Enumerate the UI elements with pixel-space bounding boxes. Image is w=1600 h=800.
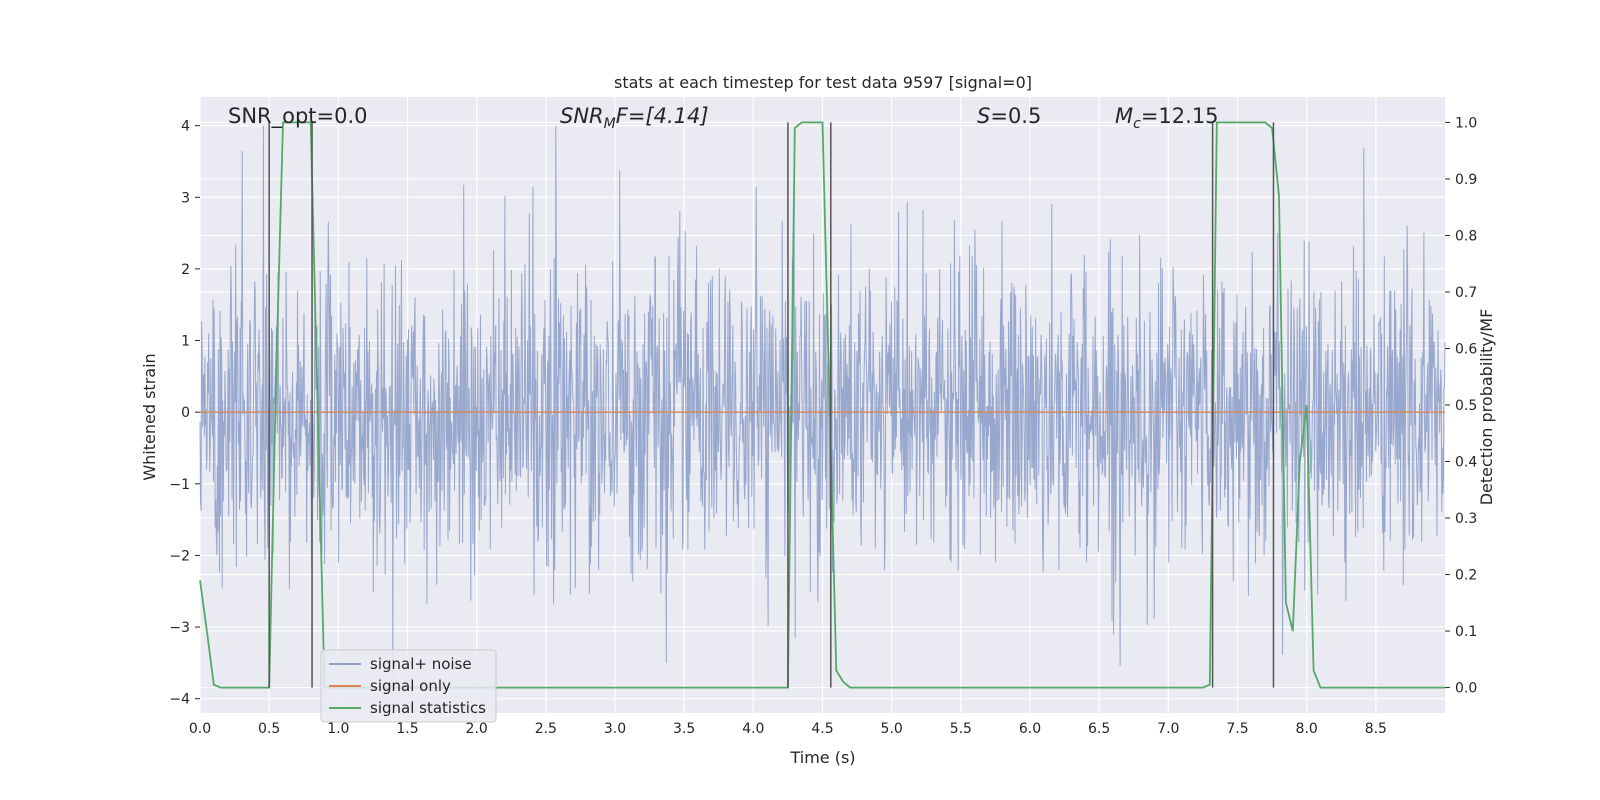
x-tick-label: 7.0 [1157, 721, 1179, 737]
y-tick-label: 4 [181, 119, 190, 135]
x-tick-label: 0.5 [258, 721, 280, 737]
legend: signal+ noise signal only signal statist… [320, 649, 497, 723]
marker-lines [268, 122, 1275, 688]
x-tick-label: 1.0 [327, 721, 349, 737]
annotation-s: S=0.5 [977, 104, 1041, 128]
right-tick-label: 0.6 [1455, 341, 1477, 357]
noise-series [199, 125, 1446, 677]
annotation-snr-mf-value: F=[4.14] [616, 104, 709, 128]
legend-item-noise: signal+ noise [370, 655, 472, 673]
y-tick-label: −4 [169, 692, 190, 708]
x-tick-label: 6.5 [1088, 721, 1110, 737]
x-tick-label: 0.0 [189, 721, 211, 737]
annotation-snr-mf-subscript: M [604, 116, 616, 132]
series-line-statistics [199, 121, 1445, 689]
y-tick-label: −1 [169, 477, 190, 493]
y-tick-label: 2 [181, 262, 190, 278]
right-tick-label: 0.8 [1455, 228, 1477, 244]
y-tick-label: 1 [181, 334, 190, 350]
right-axis-ticks: 1.0 0.9 0.8 0.7 0.6 0.5 0.4 0.3 0.2 0.1 0.0 [1445, 115, 1477, 697]
legend-item-signal: signal only [370, 677, 451, 695]
x-tick-label: 8.5 [1365, 721, 1387, 737]
right-tick-label: 0.4 [1455, 455, 1477, 471]
x-tick-label: 1.5 [396, 721, 418, 737]
annotations: SNR_opt=0.0 SNRMF=[4.14] S=0.5 Mc=12.15 [228, 104, 1219, 132]
series-line-noise [199, 125, 1446, 677]
y-tick-label: −2 [169, 548, 190, 564]
y-tick-label: −3 [169, 620, 190, 636]
annotation-snr-opt: SNR_opt=0.0 [228, 104, 368, 129]
right-tick-label: 0.5 [1455, 398, 1477, 414]
right-tick-label: 0.3 [1455, 511, 1477, 527]
x-tick-label: 4.5 [811, 721, 833, 737]
annotation-mc: Mc=12.15 [1115, 104, 1219, 132]
legend-box [320, 649, 497, 723]
annotation-s-symbol: S [977, 104, 990, 128]
annotation-snr-mf-symbol: SNR [560, 104, 604, 128]
x-axis-label: Time (s) [789, 748, 855, 767]
annotation-mc-value: =12.15 [1141, 104, 1219, 128]
right-tick-label: 0.7 [1455, 285, 1477, 301]
annotation-mc-symbol: M [1115, 104, 1133, 128]
right-tick-label: 0.2 [1455, 568, 1477, 584]
right-tick-label: 0.9 [1455, 172, 1477, 188]
y-tick-label: 0 [181, 405, 190, 421]
y-axis-ticks: 4 3 2 1 0 −1 −2 −3 −4 [169, 119, 200, 708]
legend-item-statistics: signal statistics [370, 699, 486, 717]
right-tick-label: 0.0 [1455, 681, 1477, 697]
x-tick-label: 3.0 [604, 721, 626, 737]
right-axis-label: Detection probability/MF [1477, 309, 1496, 506]
statistics-series [199, 121, 1445, 689]
right-tick-label: 1.0 [1455, 115, 1477, 131]
y-axis-label: Whitened strain [140, 353, 159, 480]
x-axis-ticks: 0.0 0.5 1.0 1.5 2.0 2.5 3.0 3.5 4.0 4.5 5.0 5.5 6.0 6… [189, 721, 1387, 737]
annotation-s-value: =0.5 [990, 104, 1041, 128]
annotation-mc-subscript: c [1133, 116, 1141, 132]
x-tick-label: 5.0 [881, 721, 903, 737]
x-tick-label: 5.5 [950, 721, 972, 737]
chart-title: stats at each timestep for test data 959… [614, 73, 1032, 92]
x-tick-label: 6.0 [1019, 721, 1041, 737]
annotation-snr-mf: SNRMF=[4.14] [560, 104, 709, 132]
right-tick-label: 0.1 [1455, 624, 1477, 640]
x-tick-label: 2.5 [535, 721, 557, 737]
x-tick-label: 2.0 [466, 721, 488, 737]
y-tick-label: 3 [181, 190, 190, 206]
x-tick-label: 8.0 [1296, 721, 1318, 737]
x-tick-label: 4.0 [742, 721, 764, 737]
x-tick-label: 7.5 [1226, 721, 1248, 737]
x-tick-label: 3.5 [673, 721, 695, 737]
